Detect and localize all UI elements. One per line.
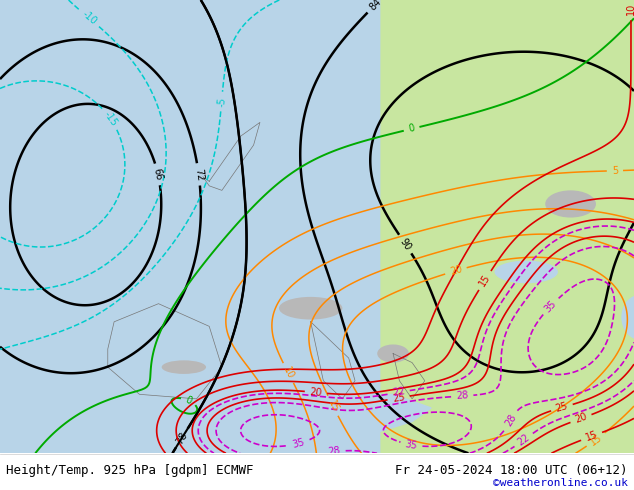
- Text: 22: 22: [392, 387, 406, 398]
- Text: 66: 66: [152, 167, 164, 181]
- Text: 35: 35: [404, 439, 418, 451]
- Text: Height/Temp. 925 hPa [gdpm] ECMWF: Height/Temp. 925 hPa [gdpm] ECMWF: [6, 465, 254, 477]
- Ellipse shape: [162, 360, 206, 374]
- Polygon shape: [190, 394, 431, 444]
- Text: 72: 72: [193, 168, 204, 181]
- Text: 25: 25: [555, 401, 569, 414]
- Text: 0: 0: [184, 395, 193, 406]
- Text: 28: 28: [503, 412, 519, 428]
- Text: 0: 0: [408, 123, 416, 134]
- Text: 15: 15: [584, 429, 599, 443]
- Ellipse shape: [495, 261, 558, 283]
- Ellipse shape: [377, 344, 409, 363]
- Text: 90: 90: [398, 236, 413, 252]
- FancyBboxPatch shape: [0, 0, 380, 490]
- Ellipse shape: [621, 294, 634, 340]
- Text: 20: 20: [309, 387, 323, 398]
- Text: 20: 20: [448, 264, 463, 277]
- Text: -15: -15: [101, 109, 119, 128]
- Text: 5: 5: [612, 166, 618, 176]
- Text: 15: 15: [326, 398, 340, 414]
- Ellipse shape: [279, 297, 342, 319]
- Text: 28: 28: [328, 446, 341, 458]
- Text: 25: 25: [392, 392, 406, 404]
- Text: -10: -10: [80, 9, 98, 27]
- Text: 20: 20: [574, 412, 588, 425]
- Text: 10: 10: [626, 3, 634, 15]
- Text: -5: -5: [216, 96, 227, 107]
- Text: ©weatheronline.co.uk: ©weatheronline.co.uk: [493, 478, 628, 488]
- Text: 15: 15: [588, 432, 604, 447]
- Text: 28: 28: [456, 391, 469, 401]
- Text: 35: 35: [292, 437, 306, 450]
- Ellipse shape: [545, 190, 596, 218]
- Text: 84: 84: [368, 0, 383, 12]
- Text: 10: 10: [281, 366, 295, 381]
- Text: Fr 24-05-2024 18:00 UTC (06+12): Fr 24-05-2024 18:00 UTC (06+12): [395, 465, 628, 477]
- Text: 35: 35: [543, 298, 559, 314]
- Ellipse shape: [216, 91, 292, 127]
- Text: 78: 78: [174, 430, 190, 446]
- Text: 15: 15: [477, 272, 493, 288]
- Text: 22: 22: [515, 432, 532, 448]
